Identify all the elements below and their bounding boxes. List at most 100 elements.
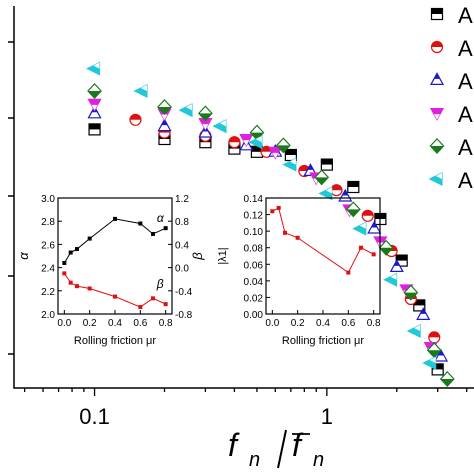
marker-fill bbox=[371, 222, 378, 228]
main-x-axis-label: f n f n bbox=[228, 427, 324, 471]
marker-fill bbox=[440, 379, 454, 387]
main-axes-lines bbox=[13, 6, 474, 389]
main-x-tick-label: 1 bbox=[321, 404, 333, 429]
inset2-y-tick-label: 0.08 bbox=[244, 244, 264, 255]
marker-fill bbox=[228, 136, 240, 143]
inset1-point bbox=[113, 216, 117, 221]
inset2-y-tick-label: 0.06 bbox=[244, 260, 264, 271]
marker-fill bbox=[255, 136, 262, 143]
marker-fill bbox=[396, 255, 408, 261]
x-label-f-den: f bbox=[292, 427, 304, 463]
inset1-y-right-title: β bbox=[190, 252, 205, 261]
data-point bbox=[428, 171, 443, 187]
inset2-y-title: |λ1| bbox=[217, 247, 229, 264]
legend-label: A bbox=[458, 135, 473, 160]
inset1-point bbox=[75, 284, 79, 289]
marker-fill bbox=[315, 177, 329, 185]
inset1-point bbox=[151, 231, 155, 236]
inset1-yl-tick-label: 2.6 bbox=[41, 240, 55, 251]
data-point bbox=[87, 98, 102, 112]
main-x-tick-label: 0.1 bbox=[79, 404, 110, 429]
data-point bbox=[275, 137, 291, 154]
inset2-point bbox=[295, 235, 300, 240]
inset1-yr-tick-label: -0.8 bbox=[175, 310, 193, 321]
inset1-point bbox=[68, 250, 73, 255]
inset2-x-tick-label: 0.0 bbox=[265, 318, 279, 329]
x-label-n-num: n bbox=[249, 449, 260, 471]
inset2-x-tick-label: 0.6 bbox=[341, 318, 355, 329]
data-point bbox=[430, 40, 444, 54]
marker-fill bbox=[289, 158, 296, 165]
inset2-point bbox=[346, 270, 351, 275]
inset2-line bbox=[272, 207, 374, 274]
data-point bbox=[88, 123, 101, 136]
data-point bbox=[268, 146, 283, 160]
inset1-x-tick-label: 0.4 bbox=[108, 318, 122, 329]
data-point bbox=[428, 331, 441, 344]
data-point bbox=[367, 220, 382, 234]
marker-fill bbox=[161, 114, 168, 120]
marker-fill bbox=[161, 119, 168, 126]
data-point bbox=[133, 83, 148, 99]
data-point bbox=[248, 135, 263, 150]
data-point bbox=[389, 259, 404, 272]
inset1-yr-tick-label: 0.4 bbox=[175, 240, 189, 251]
data-point bbox=[403, 284, 419, 301]
legend-label: A bbox=[458, 69, 473, 94]
marker-fill bbox=[185, 104, 192, 111]
data-point bbox=[433, 348, 449, 362]
data-point bbox=[239, 134, 254, 147]
inset1-point bbox=[75, 247, 79, 252]
data-point bbox=[178, 103, 193, 118]
inset2-x-tick-label: 0.2 bbox=[291, 318, 305, 329]
marker-fill bbox=[435, 172, 442, 179]
marker-fill bbox=[89, 123, 101, 130]
marker-fill bbox=[129, 114, 141, 120]
data-point bbox=[228, 136, 241, 149]
marker-fill bbox=[219, 120, 226, 127]
inset1-line-left bbox=[63, 218, 166, 264]
marker-fill bbox=[432, 363, 444, 370]
marker-fill bbox=[429, 356, 436, 363]
marker-fill bbox=[437, 350, 445, 356]
inset1-point bbox=[163, 226, 168, 231]
marker-fill bbox=[433, 73, 441, 79]
main-plot-frame bbox=[8, 6, 474, 389]
marker-fill bbox=[393, 260, 400, 266]
data-point bbox=[430, 7, 444, 21]
legend-label: A bbox=[458, 3, 473, 28]
marker-fill bbox=[250, 132, 264, 140]
marker-fill bbox=[157, 107, 172, 115]
inset1-point bbox=[87, 236, 92, 241]
data-point bbox=[157, 98, 172, 116]
data-point bbox=[197, 105, 213, 122]
data-point bbox=[383, 272, 398, 287]
inset1-x-tick-label: 0.2 bbox=[83, 318, 97, 329]
inset1-yl-tick-label: 3.0 bbox=[41, 194, 55, 205]
x-label-n-den: n bbox=[313, 449, 324, 471]
inset2-y-tick-label: 0.14 bbox=[244, 194, 264, 205]
data-point bbox=[347, 180, 360, 194]
marker-fill bbox=[414, 324, 421, 331]
inset1-y-left-title: α bbox=[16, 252, 31, 260]
inset1-series-label: α bbox=[157, 211, 165, 225]
data-point bbox=[212, 119, 227, 134]
data-point bbox=[330, 184, 343, 197]
inset1-series-label: β bbox=[156, 277, 164, 291]
data-point bbox=[345, 201, 361, 218]
data-point bbox=[378, 239, 394, 256]
marker-fill bbox=[91, 104, 98, 111]
data-point bbox=[314, 169, 330, 186]
main-data-points bbox=[86, 61, 455, 388]
marker-fill bbox=[140, 84, 147, 91]
series-triangle-left bbox=[86, 61, 437, 371]
legend-label: A bbox=[458, 168, 473, 193]
marker-fill bbox=[251, 146, 263, 152]
inset2-x-title: Rolling friction μr bbox=[282, 335, 364, 347]
series-diamond-half bbox=[87, 82, 455, 388]
inset1-point bbox=[163, 302, 168, 307]
legend-label: A bbox=[458, 102, 473, 127]
inset2-y-tick-label: 0.10 bbox=[244, 227, 264, 238]
